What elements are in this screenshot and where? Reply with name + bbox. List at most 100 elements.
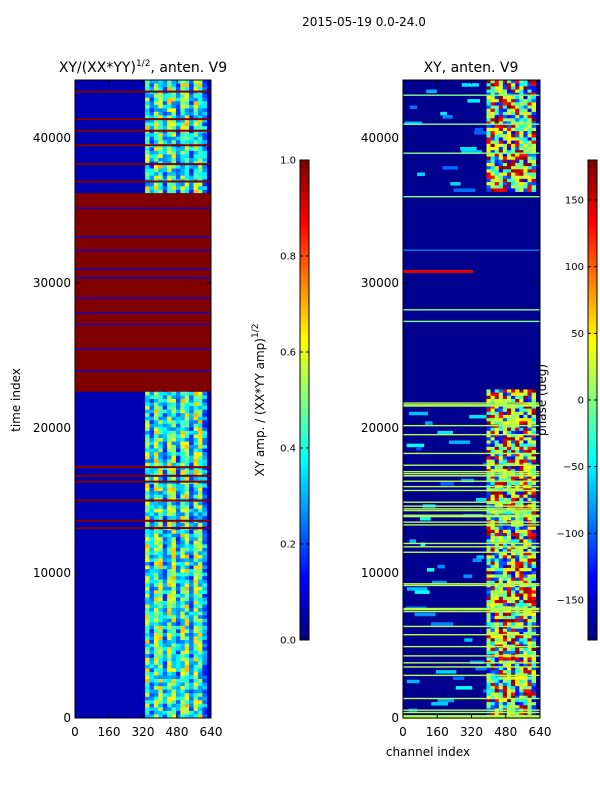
heatmap-cell: [175, 80, 181, 84]
heatmap-cell: [202, 87, 208, 91]
colorbar-segment: [588, 392, 597, 397]
heatmap-cell: [184, 533, 190, 538]
heatmap-cell: [149, 413, 155, 418]
heatmap-cell: [145, 466, 150, 471]
heatmap-cell: [515, 555, 520, 559]
heatmap-cell: [184, 579, 190, 584]
heatmap-cell: [523, 580, 528, 585]
flagged-row: [403, 404, 540, 406]
heatmap-cell: [145, 544, 150, 549]
heatmap-cell: [145, 682, 150, 687]
heatmap-cell: [486, 392, 491, 397]
heatmap-cell: [440, 481, 454, 486]
band-separator: [75, 297, 211, 299]
x-tick-label: 0: [399, 725, 407, 739]
heatmap-cell: [145, 707, 150, 712]
heatmap-cell: [494, 169, 500, 173]
heatmap-cell: [498, 137, 504, 141]
flagged-row: [403, 508, 540, 510]
heatmap-cell: [180, 671, 186, 676]
heatmap-cell: [180, 469, 186, 474]
heatmap-cell: [519, 459, 524, 464]
colorbar-segment: [588, 612, 597, 617]
heatmap-cell: [193, 459, 199, 464]
heatmap-cell: [486, 702, 491, 706]
heatmap-cell: [158, 491, 164, 495]
heatmap-cell: [527, 414, 532, 419]
heatmap-cell: [149, 462, 155, 467]
heatmap-cell: [523, 590, 528, 594]
heatmap-cell: [167, 671, 172, 676]
heatmap-cell: [167, 643, 172, 648]
colorbar-segment: [588, 564, 597, 569]
heatmap-cell: [523, 118, 528, 122]
heatmap-cell: [502, 399, 508, 403]
colorbar-segment: [300, 472, 309, 477]
heatmap-cell: [193, 668, 199, 673]
heatmap-cell: [498, 159, 504, 164]
heatmap-cell: [202, 686, 208, 690]
band-separator: [75, 236, 211, 238]
heatmap-cell: [527, 456, 532, 460]
heatmap-cell: [498, 89, 504, 94]
heatmap-cell: [145, 452, 150, 457]
heatmap-cell: [175, 601, 181, 605]
heatmap-cell: [502, 529, 508, 534]
heatmap-cell: [519, 124, 524, 129]
heatmap-cell: [162, 590, 168, 595]
heatmap-cell: [193, 409, 199, 414]
heatmap-cell: [498, 446, 504, 451]
colorbar-segment: [300, 520, 309, 525]
colorbar-segment: [300, 284, 309, 289]
heatmap-cell: [515, 156, 520, 161]
heatmap-cell: [498, 169, 504, 173]
colorbar-tick-label: 0.0: [280, 636, 296, 647]
colorbar-segment: [300, 280, 309, 285]
heatmap-cell: [202, 409, 208, 414]
heatmap-cell: [149, 679, 155, 683]
heatmap-cell: [531, 548, 537, 553]
heatmap-cell: [202, 604, 208, 609]
heatmap-cell: [527, 571, 532, 575]
heatmap-cell: [460, 146, 477, 151]
heatmap-cell: [490, 465, 495, 470]
heatmap-cell: [180, 491, 186, 495]
heatmap-cell: [175, 579, 181, 584]
heatmap-cell: [519, 631, 524, 636]
heatmap-cell: [523, 408, 528, 413]
heatmap-cell: [162, 484, 168, 488]
heatmap-cell: [494, 443, 500, 448]
heatmap-cell: [162, 569, 168, 573]
heatmap-cell: [184, 136, 190, 141]
heatmap-cell: [149, 540, 155, 545]
heatmap-cell: [486, 166, 491, 170]
heatmap-cell: [414, 590, 430, 594]
heatmap-cell: [171, 625, 177, 630]
colorbar-segment: [588, 560, 597, 565]
heatmap-cell: [175, 505, 181, 510]
heatmap-cell: [175, 172, 181, 176]
heatmap-cell: [494, 395, 500, 400]
heatmap-cell: [158, 668, 164, 673]
heatmap-cell: [193, 94, 199, 99]
heatmap-cell: [197, 462, 203, 467]
heatmap-cell: [145, 710, 150, 715]
heatmap-cell: [531, 635, 537, 639]
heatmap-cell: [531, 408, 537, 413]
heatmap-cell: [404, 121, 422, 125]
heatmap-cell: [149, 427, 155, 432]
heatmap-cell: [167, 530, 172, 534]
heatmap-cell: [167, 126, 172, 130]
heatmap-cell: [527, 459, 532, 464]
heatmap-cell: [149, 636, 155, 641]
heatmap-cell: [162, 505, 168, 510]
heatmap-cell: [145, 604, 150, 609]
heatmap-cell: [490, 102, 495, 106]
heatmap-cell: [202, 115, 208, 120]
heatmap-cell: [486, 105, 491, 110]
heatmap-cell: [506, 631, 512, 636]
heatmap-cell: [162, 611, 168, 616]
heatmap-cell: [167, 554, 172, 559]
heatmap-cell: [171, 476, 177, 481]
heatmap-cell: [202, 391, 208, 396]
